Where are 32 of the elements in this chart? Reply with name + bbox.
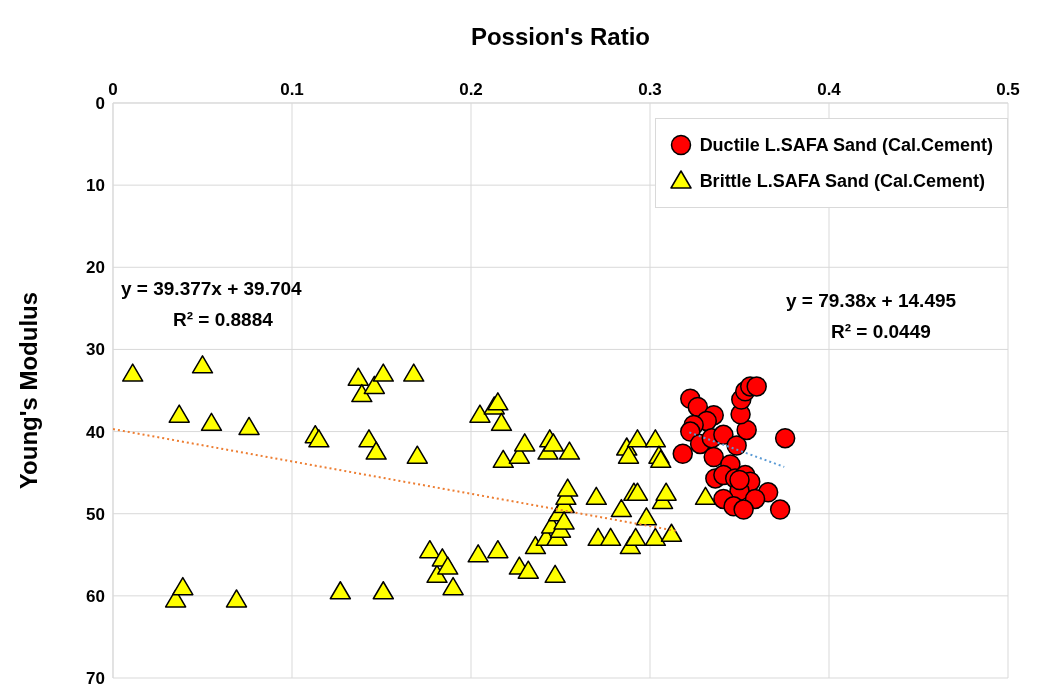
- annotation: y = 39.377x + 39.704: [121, 278, 302, 300]
- point: [769, 499, 791, 520]
- point: [746, 376, 767, 397]
- x-tick-label: 0.4: [817, 80, 842, 99]
- annotation: R² = 0.0449: [831, 321, 931, 343]
- point: [726, 435, 747, 456]
- point: [703, 446, 724, 468]
- y-tick-label: 30: [86, 340, 105, 360]
- x-tick-label: 0.5: [996, 80, 1020, 99]
- point: [672, 443, 694, 464]
- annotation: R² = 0.8884: [173, 309, 273, 331]
- y-axis-title: Young's Modulus: [14, 291, 42, 490]
- point: [733, 499, 754, 520]
- x-tick-label: 0.3: [638, 80, 662, 99]
- x-axis-title: Possion's Ratio: [470, 23, 651, 51]
- point: [713, 424, 734, 446]
- point: [729, 469, 750, 491]
- legend-label: Brittle L.SAFA Sand (Cal.Cement): [699, 170, 985, 193]
- y-tick-label: 60: [86, 586, 105, 606]
- point: [736, 419, 757, 441]
- y-tick-label: 0: [95, 94, 105, 114]
- annotation: y = 79.38x + 14.495: [786, 290, 957, 312]
- point: [774, 427, 796, 449]
- y-tick-label: 70: [86, 669, 105, 689]
- y-tick-label: 40: [86, 422, 105, 442]
- x-tick-label: 0.2: [459, 80, 483, 99]
- y-tick-label: 20: [86, 258, 105, 278]
- y-tick-label: 50: [86, 504, 105, 524]
- x-tick-label: 0: [108, 80, 118, 99]
- x-tick-label: 0.1: [280, 80, 304, 99]
- legend-label: Ductile L.SAFA Sand (Cal.Cement): [699, 134, 993, 157]
- y-tick-label: 10: [86, 176, 105, 196]
